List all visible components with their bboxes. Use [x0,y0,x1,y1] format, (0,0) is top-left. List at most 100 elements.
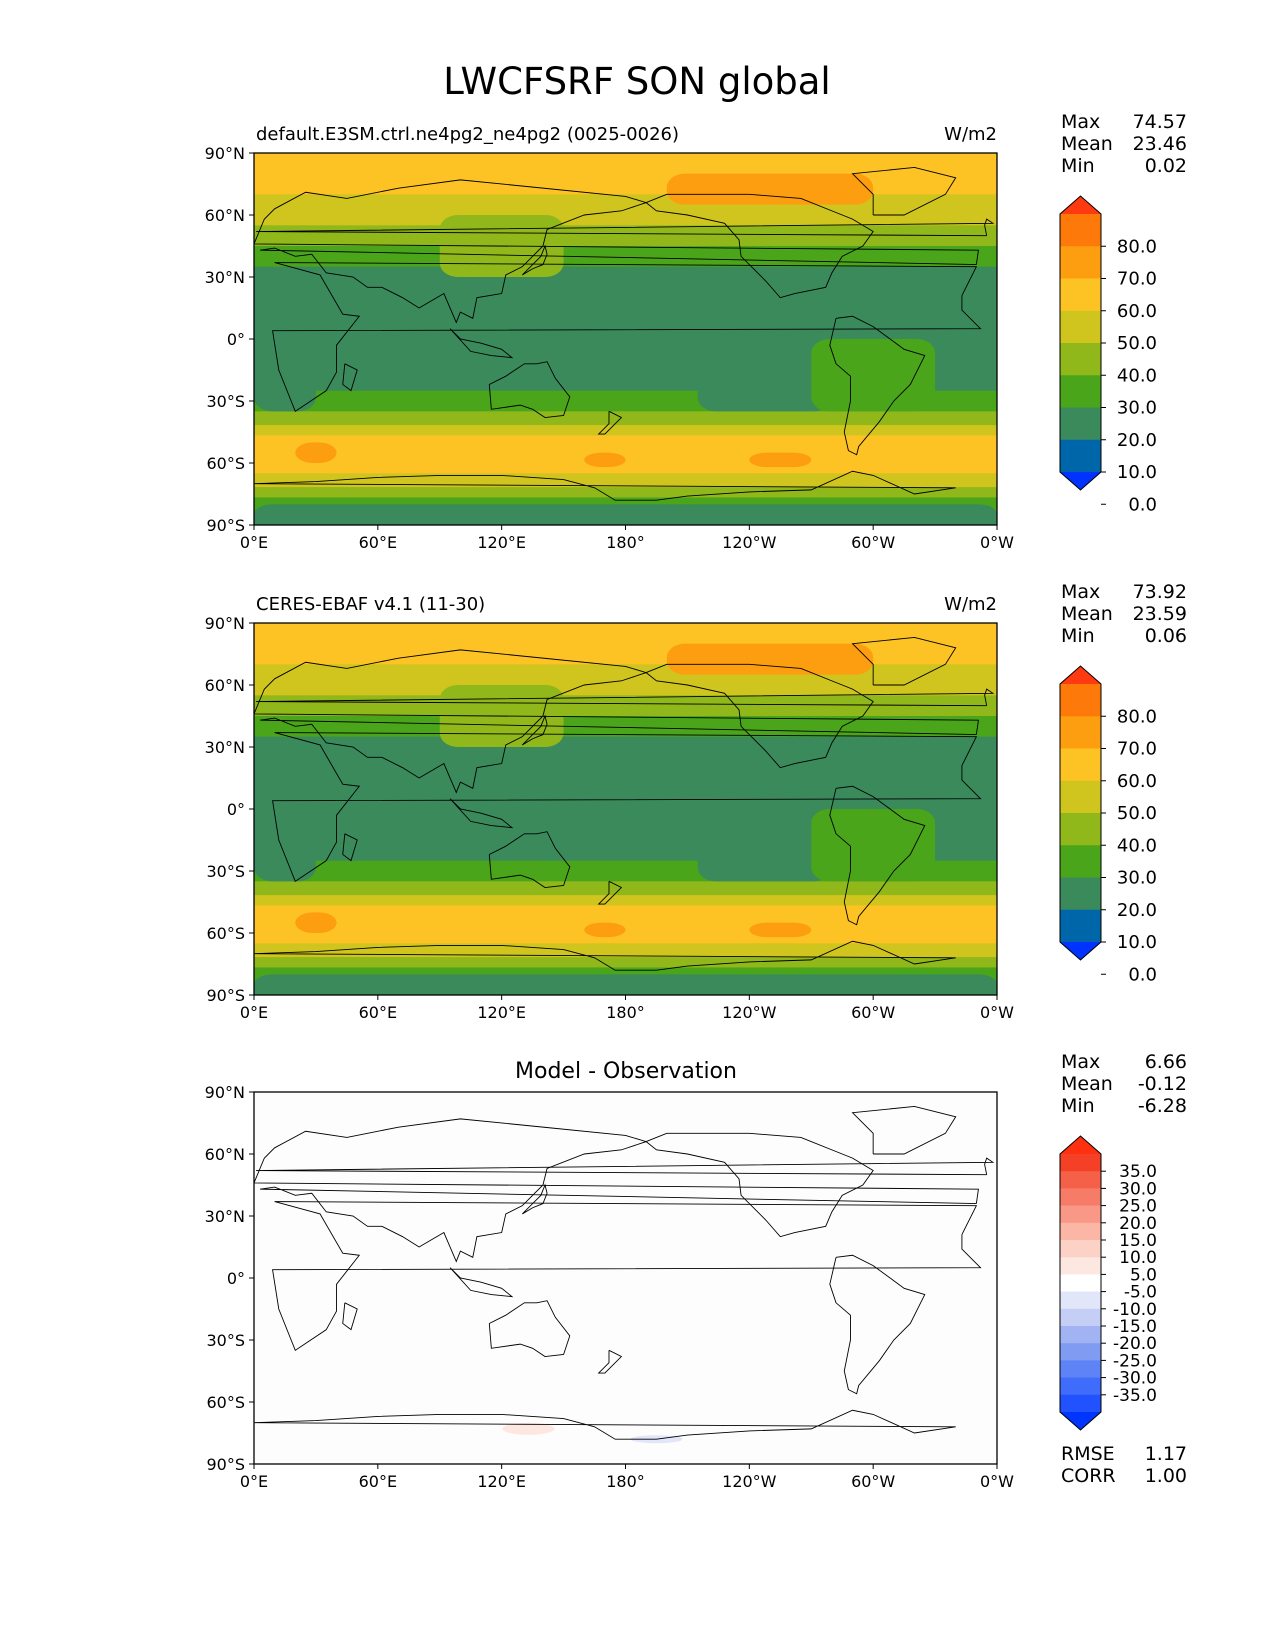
field-band [254,874,997,879]
panel-difference: Model - Observation 0°E 60°E 120°E 180° 120°… [205,1051,1187,1491]
x-tick-label: 120°W [722,1003,777,1022]
field-band [254,445,997,450]
field-band [254,798,997,805]
field-band [254,251,997,257]
field-band [254,153,997,159]
colorbar-segment [1060,310,1101,344]
colorbar-segment [1060,1222,1101,1241]
x-tick-label: 60°E [359,1472,397,1491]
field-region [666,643,874,675]
coastline [342,833,358,862]
field-band [254,850,997,857]
field-band [254,919,997,924]
field-band [254,452,997,457]
field-band [254,220,997,226]
coastline [449,328,514,359]
panel-test: default.E3SM.ctrl.ne4pg2_ne4pg2 (0025-00… [205,111,1187,552]
field-band [254,414,997,419]
coastline [254,1118,979,1263]
field-band [254,266,997,273]
colorbar-tick-label: 30.0 [1117,868,1157,889]
colorbar-segment [1060,877,1101,911]
field-band [254,428,997,433]
field-band [254,469,997,474]
field-band [254,884,997,889]
field-region [254,349,316,412]
colorbar-tick-label: -30.0 [1113,1369,1157,1389]
field-region [666,173,874,205]
coastline [829,785,926,926]
x-tick-label: 180° [606,1472,645,1491]
field-band [254,487,997,492]
field-band [254,623,997,629]
y-tick-label: 90°S [206,516,245,535]
field-band [254,401,997,406]
coastline [254,179,979,324]
x-tick-label: 120°E [477,1003,526,1022]
colorbar-segment [1060,1171,1101,1189]
colorbar-segment [1060,1274,1101,1293]
colorbar-segment [1060,407,1101,441]
stat-label: Max [1061,111,1100,133]
field-band [254,840,997,846]
field-band [254,915,997,920]
colorbar-extend-max [1060,666,1101,684]
field-region [295,912,337,933]
colorbar-segment [1060,1240,1101,1258]
colorbar-extend-min [1060,942,1101,960]
field-band [254,690,997,696]
panel-test-title-left: default.E3SM.ctrl.ne4pg2_ne4pg2 (0025-00… [256,124,679,145]
field-band [254,710,997,717]
field-band [254,716,997,722]
x-tick-label: 0°E [240,1472,268,1491]
coastline [645,1132,874,1238]
field-band [254,819,997,826]
field-band [254,936,997,941]
coastline [272,262,982,413]
colorbar-segment [1060,1308,1101,1327]
field-band [254,628,997,634]
x-tick-label: 180° [606,1003,645,1022]
colorbar-tick-label: 0.0 [1128,494,1157,515]
colorbar-tick-label: -20.0 [1113,1334,1157,1354]
field-band [254,395,997,402]
stat-label: CORR [1061,1465,1116,1487]
colorbar-extend-min [1060,472,1101,490]
field-background [254,1092,997,1464]
field-region [584,452,626,468]
field-band [254,895,997,900]
y-tick-label: 90°S [206,1455,245,1474]
colorbar-segment [1060,246,1101,279]
field-band [254,225,997,232]
field-band [254,834,997,841]
field-region [377,767,399,809]
field-band [254,638,997,645]
stat-label: Max [1061,1051,1100,1073]
field-band [254,929,997,934]
coastline [829,315,926,456]
x-tick-label: 120°W [722,1472,777,1491]
coastline [521,244,548,276]
colorbar-tick-label: 20.0 [1117,430,1157,451]
y-tick-label: 30°S [206,862,245,881]
field-band [254,905,997,910]
field-band [254,476,997,481]
y-tick-label: 60°S [206,1393,245,1412]
y-tick-label: 90°N [205,144,245,163]
field-positive-anomaly [502,1422,555,1435]
field-band [254,939,997,944]
field-region [749,452,812,468]
field-band [254,679,997,686]
field-band [254,908,997,913]
stat-value: 0.06 [1145,625,1187,647]
stat-value: 23.59 [1133,603,1187,625]
coastline [829,1254,926,1395]
panel-test-coastlines [254,167,995,501]
x-tick-label: 60°E [359,533,397,552]
field-band [254,466,997,471]
coastline [645,193,874,299]
colorbar-tick-label: 0.0 [1128,964,1157,985]
field-band [254,881,997,886]
field-band [254,178,997,185]
field-band [254,240,997,247]
